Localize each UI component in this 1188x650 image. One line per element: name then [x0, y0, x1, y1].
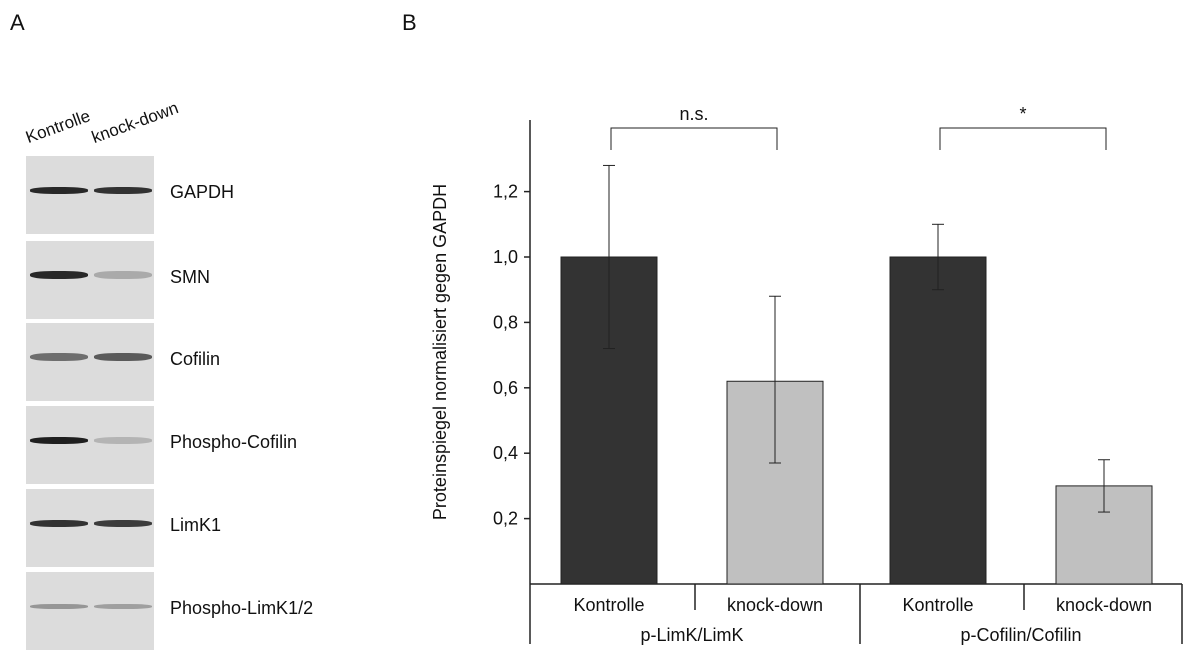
y-tick-label: 0,4 [493, 443, 518, 463]
significance-label: n.s. [679, 104, 708, 124]
protein-label: LimK1 [170, 515, 221, 536]
blot-band [30, 353, 88, 361]
blot-band [94, 187, 152, 194]
protein-label: Cofilin [170, 349, 220, 370]
lane-label-knock-down: knock-down [89, 98, 181, 148]
y-axis-label: Proteinspiegel normalisiert gegen GAPDH [430, 184, 450, 520]
blot-band [30, 604, 88, 609]
group-label: p-Cofilin/Cofilin [960, 625, 1081, 645]
blot-row-gapdh [26, 156, 154, 234]
y-tick-label: 0,8 [493, 312, 518, 332]
blot-band [30, 271, 88, 279]
blot-band [30, 520, 88, 527]
bar-category-label: knock-down [727, 595, 823, 615]
significance-bracket [940, 128, 1106, 150]
bar-category-label: Kontrolle [573, 595, 644, 615]
blot-row-phospho-cofilin [26, 406, 154, 484]
protein-label: Phospho-LimK1/2 [170, 598, 313, 619]
blot-row-smn [26, 241, 154, 319]
blot-band [30, 187, 88, 194]
blot-row-phospho-limk1-2 [26, 572, 154, 650]
bar-category-label: Kontrolle [902, 595, 973, 615]
y-tick-label: 0,6 [493, 378, 518, 398]
blot-band [94, 271, 152, 279]
blot-band [30, 437, 88, 444]
y-tick-label: 1,0 [493, 247, 518, 267]
protein-label: GAPDH [170, 182, 234, 203]
blot-band [94, 437, 152, 444]
blot-band [94, 520, 152, 527]
blot-row-limk1 [26, 489, 154, 567]
significance-label: * [1019, 104, 1026, 124]
significance-bracket [611, 128, 777, 150]
bar-chart: 0,2 0,4 0,6 0,8 1,0 1,2 Proteinspiegel normali… [420, 90, 1188, 645]
y-tick-label: 1,2 [493, 182, 518, 202]
panel-a-letter: A [10, 10, 25, 36]
bar [890, 257, 986, 584]
protein-label: SMN [170, 267, 210, 288]
panel-b-letter: B [402, 10, 417, 36]
group-label: p-LimK/LimK [640, 625, 743, 645]
y-tick-label: 0,2 [493, 509, 518, 529]
lane-label-kontrolle: Kontrolle [23, 106, 93, 148]
blot-row-cofilin [26, 323, 154, 401]
blot-band [94, 604, 152, 609]
bar-category-label: knock-down [1056, 595, 1152, 615]
protein-label: Phospho-Cofilin [170, 432, 297, 453]
blot-band [94, 353, 152, 361]
